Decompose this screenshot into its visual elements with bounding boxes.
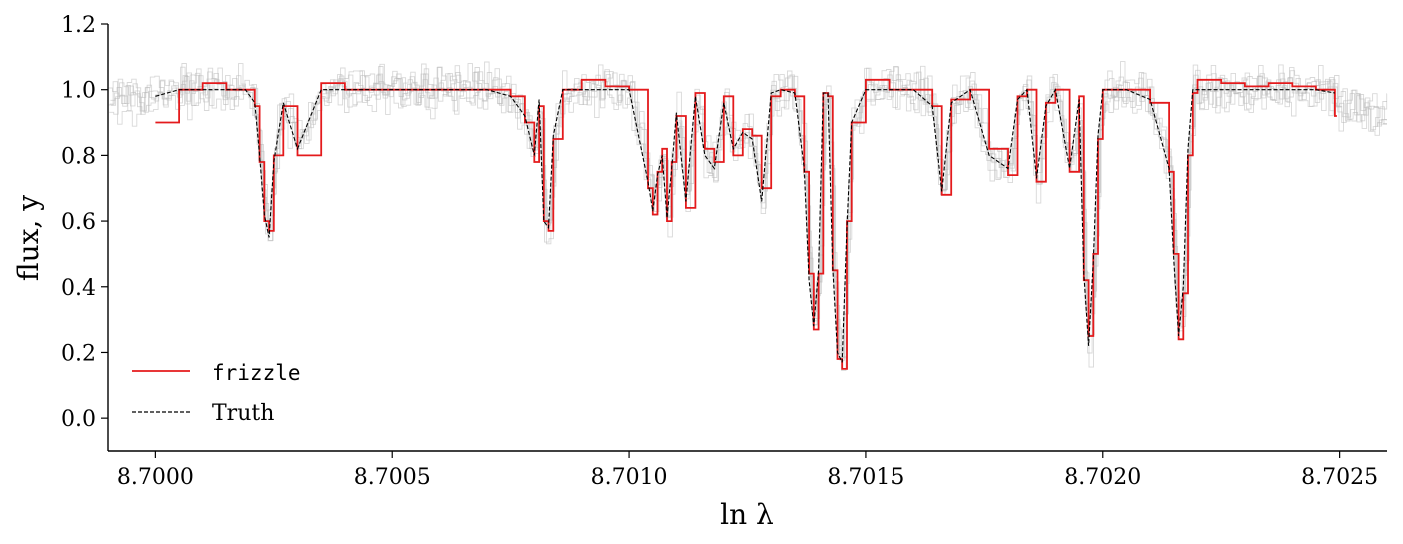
x-tick-label: 8.7015 [827,465,904,490]
x-axis-label: ln λ [720,498,774,531]
y-tick-label: 0.6 [61,210,96,235]
y-tick-label: 1.0 [61,79,96,104]
y-ticks: 0.0 0.2 0.4 0.6 0.8 1.0 1.2 [61,13,108,432]
legend: frizzle Truth [132,361,301,426]
legend-label-frizzle: frizzle [212,361,301,385]
x-tick-label: 8.7020 [1064,465,1141,490]
series-layer [155,78,1337,370]
legend-label-truth: Truth [212,401,274,426]
observation-traces [108,61,1388,371]
y-tick-label: 0.2 [61,341,96,366]
x-ticks: 8.7000 8.7005 8.7010 8.7015 8.7020 8.7025 [117,451,1378,490]
y-tick-label: 1.2 [61,13,96,38]
x-tick-label: 8.7025 [1301,465,1378,490]
y-tick-label: 0.0 [61,407,96,432]
series-line-truth [155,88,1335,363]
y-tick-label: 0.8 [61,144,96,169]
observation-trace [111,61,1387,361]
x-tick-label: 8.7000 [117,465,194,490]
y-axis-label: flux, y [12,195,45,281]
x-tick-label: 8.7010 [591,465,668,490]
y-tick-label: 0.4 [61,276,96,301]
x-tick-label: 8.7005 [354,465,431,490]
observation-trace [110,65,1387,358]
